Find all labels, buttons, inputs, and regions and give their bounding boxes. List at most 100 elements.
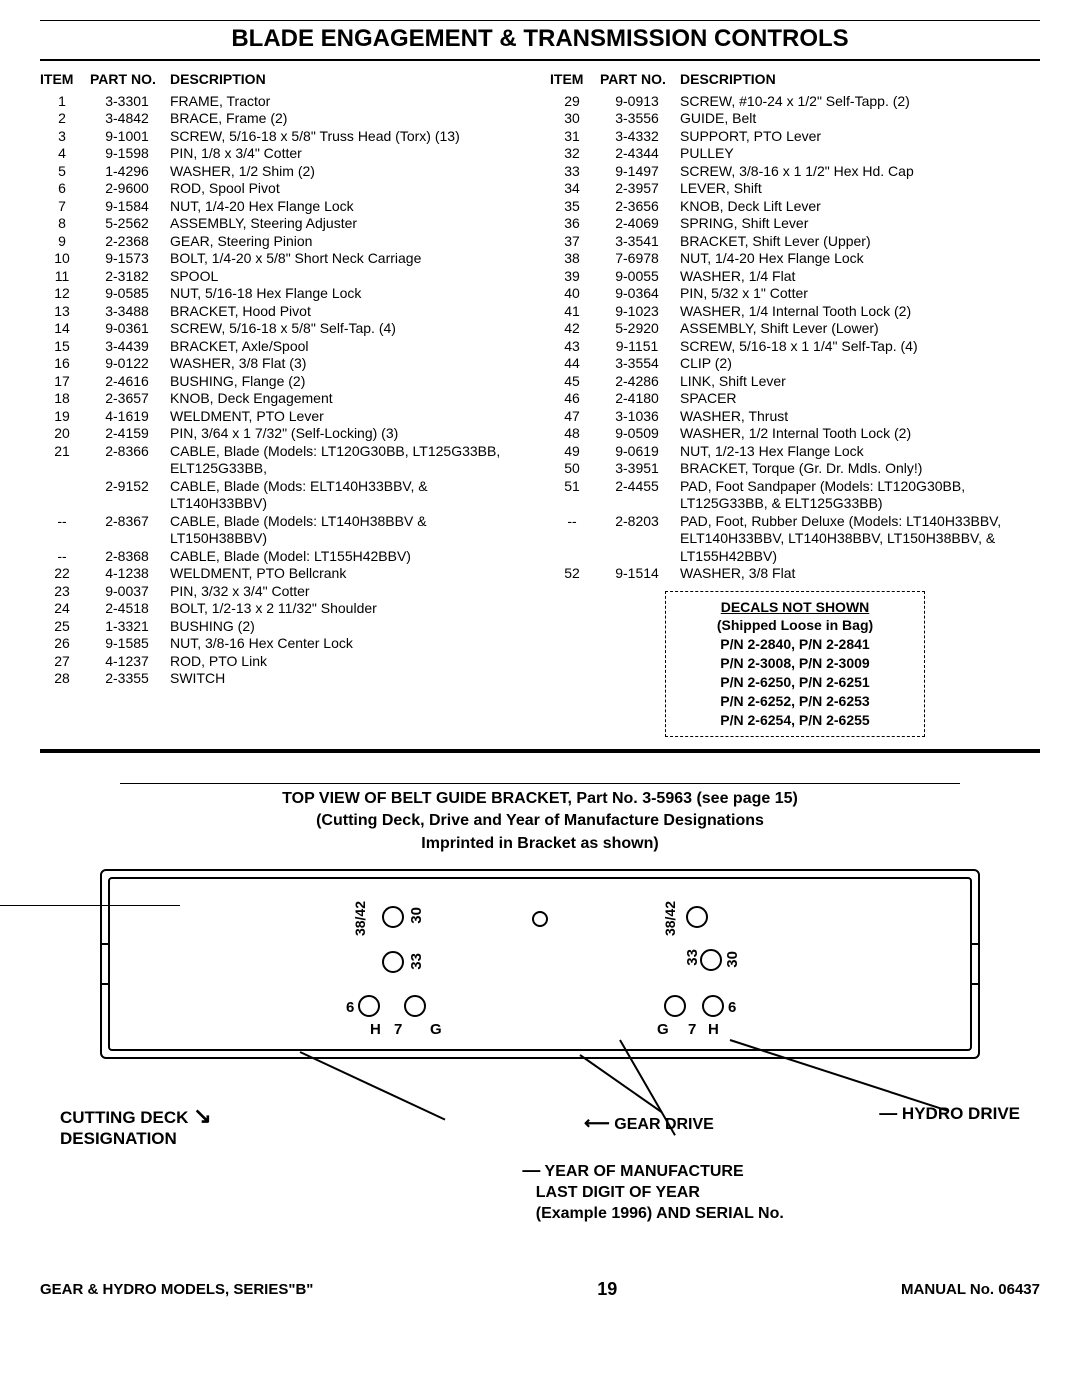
table-row: 313-4332SUPPORT, PTO Lever [550,128,1040,146]
cell-part: 2-4180 [600,390,680,408]
table-row: 149-0361SCREW, 5/16-18 x 5/8" Self-Tap. … [40,320,530,338]
decals-line: P/N 2-6254, P/N 2-6255 [680,711,910,730]
cell-item: 32 [550,145,600,163]
cell-item: 4 [40,145,90,163]
table-row: 352-3656KNOB, Deck Lift Lever [550,198,1040,216]
cell-item: 47 [550,408,600,426]
table-row: --2-8367CABLE, Blade (Models: LT140H38BB… [40,513,530,548]
cell-part: 3-3488 [90,303,170,321]
cell-item: 18 [40,390,90,408]
cell-desc: WASHER, 1/4 Internal Tooth Lock (2) [680,303,1040,321]
cell-item: 23 [40,583,90,601]
decals-box: DECALS NOT SHOWN (Shipped Loose in Bag) … [665,591,925,737]
cell-item: 1 [40,93,90,111]
cell-part: 9-0055 [600,268,680,286]
cell-part: 3-4332 [600,128,680,146]
decals-line: P/N 2-3008, P/N 2-3009 [680,654,910,673]
cell-item: 5 [40,163,90,181]
cell-desc: WASHER, 3/8 Flat [680,565,1040,583]
table-row: 399-0055WASHER, 1/4 Flat [550,268,1040,286]
cell-part: 2-3355 [90,670,170,688]
cell-part: 2-3182 [90,268,170,286]
cell-item: 17 [40,373,90,391]
table-row: 62-9600ROD, Spool Pivot [40,180,530,198]
cell-desc: NUT, 3/8-16 Hex Center Lock [170,635,530,653]
cell-part: 1-3321 [90,618,170,636]
cell-part: 4-1238 [90,565,170,583]
cell-item: 22 [40,565,90,583]
table-row: 172-4616BUSHING, Flange (2) [40,373,530,391]
cell-part: 2-4616 [90,373,170,391]
right-parts-table: ITEM PART NO. DESCRIPTION 299-0913SCREW,… [550,71,1040,583]
cell-item: 42 [550,320,600,338]
cell-desc: SWITCH [170,670,530,688]
label-30: 30 [724,951,741,968]
cell-part: 9-1023 [600,303,680,321]
table-row: 242-4518BOLT, 1/2-13 x 2 11/32" Shoulder [40,600,530,618]
table-row: 109-1573BOLT, 1/4-20 x 5/8" Short Neck C… [40,250,530,268]
cell-part: 4-1619 [90,408,170,426]
cell-item: 24 [40,600,90,618]
table-row: 499-0619NUT, 1/2-13 Hex Flange Lock [550,443,1040,461]
cell-item: 38 [550,250,600,268]
header-item: ITEM [550,71,600,93]
cell-desc: ASSEMBLY, Shift Lever (Lower) [680,320,1040,338]
decals-title: DECALS NOT SHOWN [680,598,910,617]
table-row: 425-2920ASSEMBLY, Shift Lever (Lower) [550,320,1040,338]
caption-line: (Cutting Deck, Drive and Year of Manufac… [120,810,960,832]
cell-desc: BUSHING, Flange (2) [170,373,530,391]
label-H: H [708,1021,719,1038]
table-row: 303-3556GUIDE, Belt [550,110,1040,128]
header-desc: DESCRIPTION [680,71,1040,93]
cell-part: 2-8366 [90,443,170,478]
table-row: 282-3355SWITCH [40,670,530,688]
cell-item: 39 [550,268,600,286]
cell-part: 2-4518 [90,600,170,618]
cell-part: 3-3554 [600,355,680,373]
cell-desc: PIN, 3/64 x 1 7/32" (Self-Locking) (3) [170,425,530,443]
cell-desc: SUPPORT, PTO Lever [680,128,1040,146]
cell-item: 29 [550,93,600,111]
footer-left: GEAR & HYDRO MODELS, SERIES"B" [40,1281,313,1298]
cell-part: 2-8203 [600,513,680,566]
cell-part: 3-3541 [600,233,680,251]
cell-part: 2-8367 [90,513,170,548]
cell-item: 37 [550,233,600,251]
table-row: 13-3301FRAME, Tractor [40,93,530,111]
cell-desc: SCREW, 5/16-18 x 5/8" Truss Head (Torx) … [170,128,530,146]
footer-right: MANUAL No. 06437 [901,1281,1040,1298]
cell-item: 40 [550,285,600,303]
cell-part: 2-2368 [90,233,170,251]
cell-desc: KNOB, Deck Engagement [170,390,530,408]
cell-item: -- [40,513,90,548]
cell-part: 9-1585 [90,635,170,653]
caption-line: TOP VIEW OF BELT GUIDE BRACKET, Part No.… [120,788,960,810]
cell-item: 27 [40,653,90,671]
cell-item: 51 [550,478,600,513]
table-row: 212-8366CABLE, Blade (Models: LT120G30BB… [40,443,530,478]
left-parts-table: ITEM PART NO. DESCRIPTION 13-3301FRAME, … [40,71,530,688]
cell-desc: BRACKET, Axle/Spool [170,338,530,356]
cell-item: 12 [40,285,90,303]
table-row: 39-1001SCREW, 5/16-18 x 5/8" Truss Head … [40,128,530,146]
cell-part: 9-0913 [600,93,680,111]
cell-part: 1-4296 [90,163,170,181]
table-row: 387-6978NUT, 1/4-20 Hex Flange Lock [550,250,1040,268]
cell-desc: SCREW, #10-24 x 1/2" Self-Tapp. (2) [680,93,1040,111]
cell-part: 9-1497 [600,163,680,181]
table-row: --2-8368CABLE, Blade (Model: LT155H42BBV… [40,548,530,566]
cell-desc: CABLE, Blade (Models: LT120G30BB, LT125G… [170,443,530,478]
right-column: ITEM PART NO. DESCRIPTION 299-0913SCREW,… [550,71,1040,737]
cell-part: 2-4286 [600,373,680,391]
cell-part: 2-9600 [90,180,170,198]
diagram-caption: TOP VIEW OF BELT GUIDE BRACKET, Part No.… [120,783,960,855]
cell-item: -- [40,548,90,566]
table-row: 362-4069SPRING, Shift Lever [550,215,1040,233]
cell-part: 3-1036 [600,408,680,426]
cell-desc: SPACER [680,390,1040,408]
table-row: 419-1023WASHER, 1/4 Internal Tooth Lock … [550,303,1040,321]
cell-desc: BRACKET, Hood Pivot [170,303,530,321]
page-number: 19 [597,1279,617,1300]
cell-item: 34 [550,180,600,198]
cell-part: 9-1514 [600,565,680,583]
